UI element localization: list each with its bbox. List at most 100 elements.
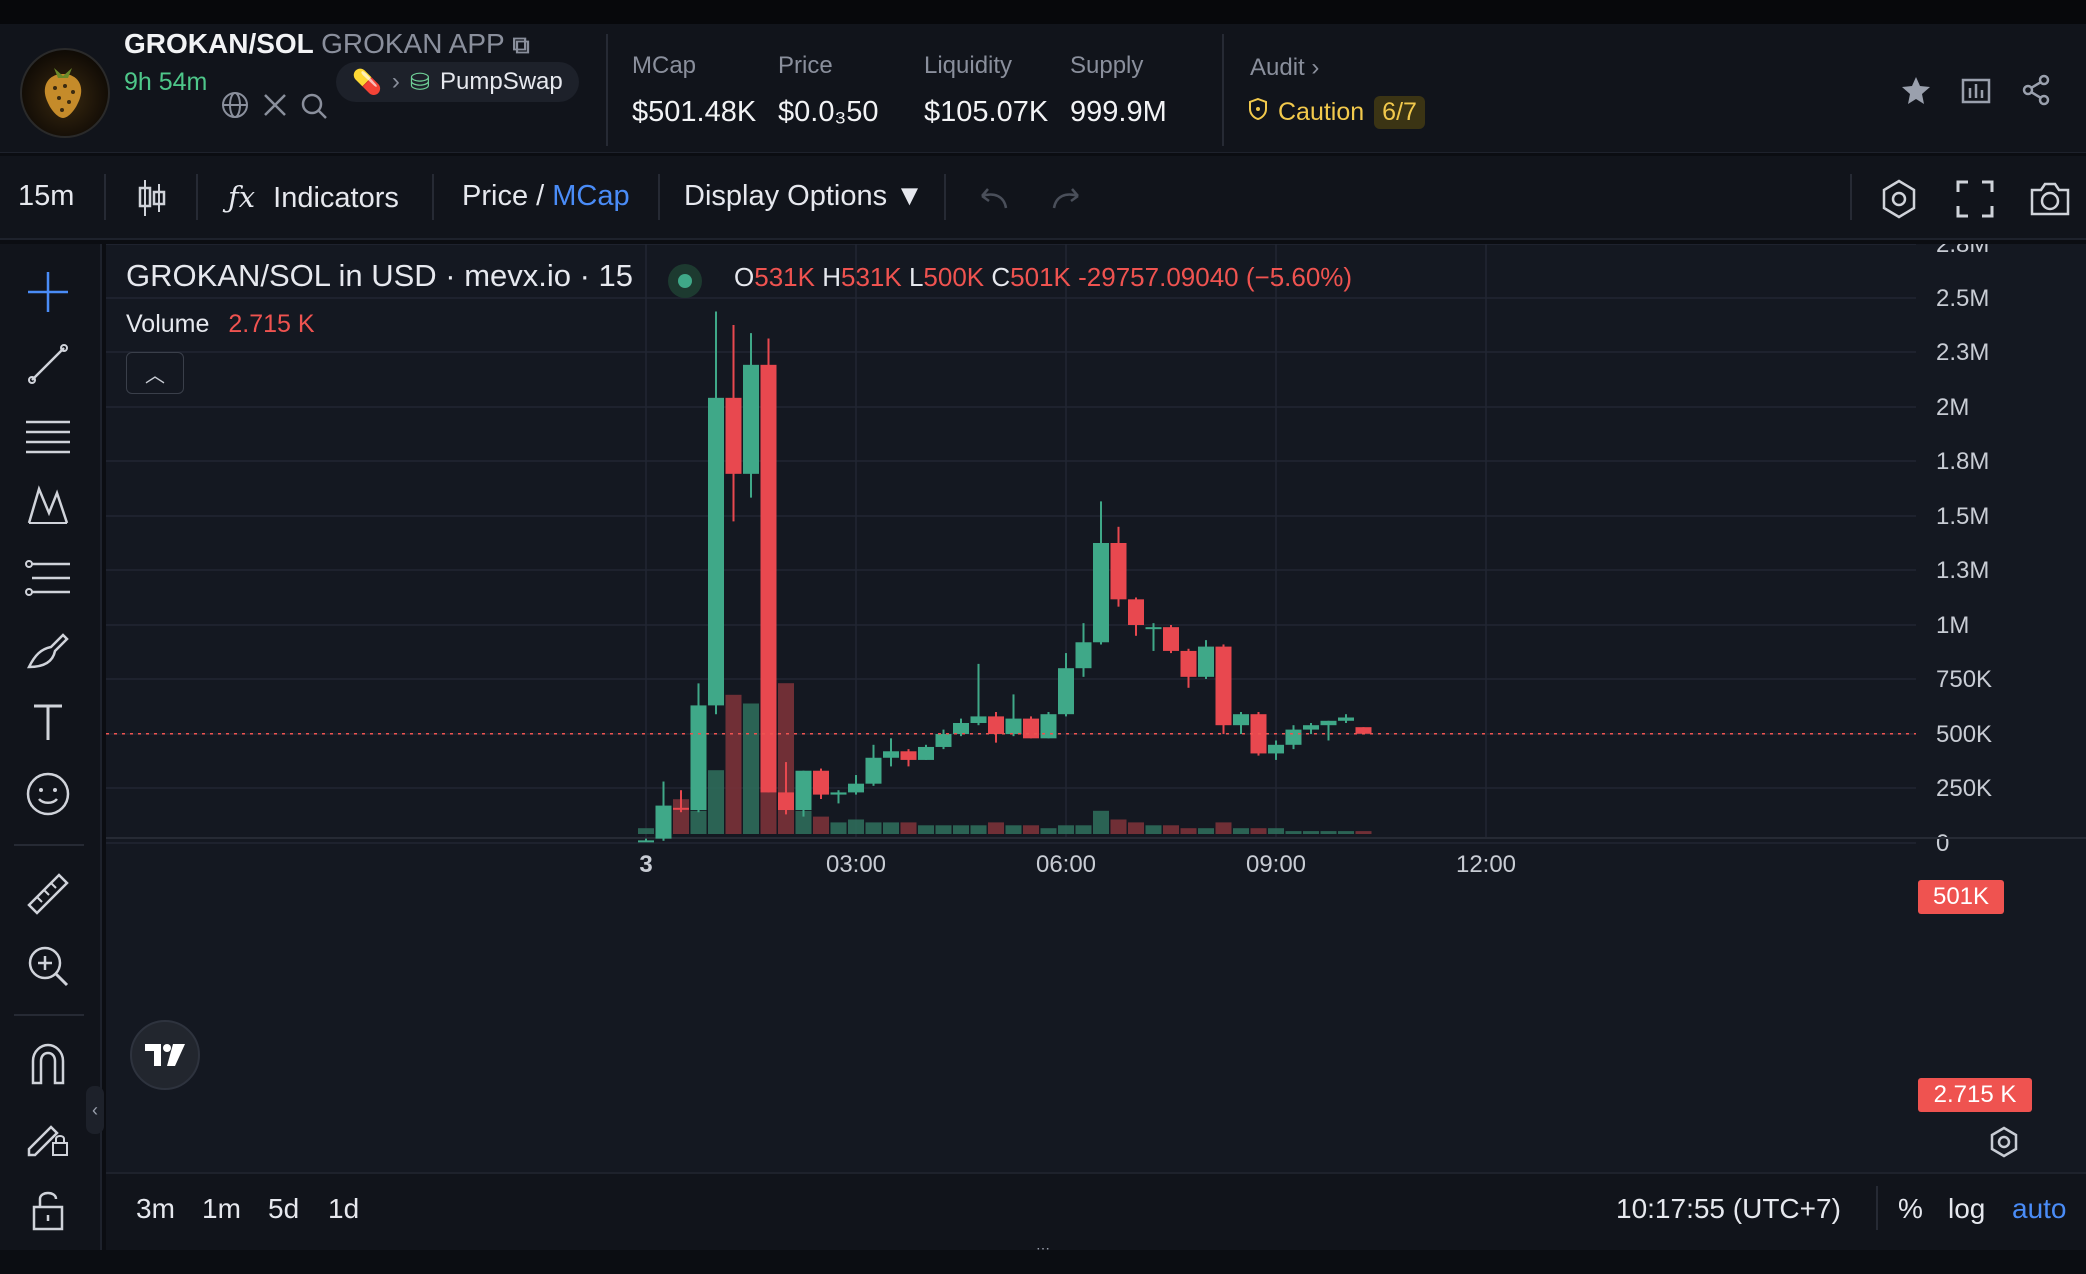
range-1m[interactable]: 1m [202, 1193, 241, 1224]
indicators-label: Indicators [273, 182, 399, 214]
y-tick-label: 2.8M [1936, 244, 1989, 258]
candle-body [708, 397, 724, 706]
candle-body [778, 792, 794, 810]
volume-bar [725, 694, 742, 834]
x-tick-label: 3 [639, 851, 652, 878]
ruler-icon[interactable] [22, 868, 74, 920]
interval-selector[interactable]: 15m [18, 180, 75, 212]
zoom-in-icon[interactable] [22, 940, 74, 992]
toolbar-divider [196, 174, 198, 220]
display-options-button[interactable]: Display Options ▼ [684, 180, 924, 212]
candle-body [1110, 543, 1127, 600]
search-icon[interactable] [300, 92, 328, 125]
mcap-toggle-label: MCap [552, 180, 630, 212]
redo-icon[interactable] [1050, 184, 1084, 219]
volume-bar [1163, 825, 1179, 834]
candle-body [1268, 744, 1284, 754]
candle-body [725, 397, 742, 474]
axis-settings-icon[interactable] [1988, 1126, 2020, 1163]
volume-bar [900, 822, 917, 834]
candle-body [865, 757, 882, 784]
candle-body [1233, 714, 1249, 726]
brush-icon[interactable] [22, 624, 74, 676]
candle-body [900, 751, 917, 760]
tradingview-logo[interactable] [130, 1020, 200, 1090]
pair-title: GROKAN/SOL GROKAN APP ⧉ [124, 28, 530, 60]
pair-symbol: GROKAN/SOL [124, 28, 314, 59]
x-twitter-icon[interactable] [262, 92, 288, 123]
drawing-tools-panel [0, 244, 102, 1252]
volume-bar [1040, 828, 1057, 834]
horizontal-lines-icon[interactable] [22, 410, 74, 462]
chart-bottom-bar [106, 1172, 2086, 1250]
magnet-icon[interactable] [22, 1038, 74, 1090]
candle-body [743, 364, 759, 474]
clock: 10:17:55 (UTC+7) [1616, 1193, 1841, 1224]
drag-handle-icon[interactable]: ⋯ [1036, 1240, 1050, 1256]
range-3m[interactable]: 3m [136, 1193, 175, 1224]
candle-body [883, 751, 899, 758]
volume-bar [1198, 828, 1214, 834]
emoji-icon[interactable] [22, 768, 74, 820]
supply-label: Supply [1070, 52, 1144, 79]
dex-route[interactable]: 💊 › ⛁ PumpSwap [336, 62, 579, 102]
volume-bar [708, 770, 724, 834]
candle-body [1320, 720, 1337, 726]
range-5d[interactable]: 5d [268, 1193, 300, 1224]
pattern-tool-icon[interactable] [22, 480, 74, 532]
camera-icon[interactable] [2028, 180, 2072, 223]
log-toggle[interactable]: log [1948, 1193, 1986, 1224]
candle-body [1215, 646, 1232, 726]
percent-toggle[interactable]: % [1898, 1193, 1923, 1224]
volume-bar [638, 828, 654, 834]
y-tick-label: 250K [1936, 775, 1992, 802]
collapse-legend-button[interactable]: ︿ [126, 352, 184, 394]
volume-bar [1093, 810, 1109, 834]
dex-name: PumpSwap [440, 68, 563, 95]
audit-status[interactable]: Caution 6/7 [1248, 96, 1425, 129]
candle-type-icon[interactable] [136, 178, 168, 223]
candle-body [1075, 642, 1092, 669]
volume-bar [935, 825, 952, 834]
lock-drawing-icon[interactable] [22, 1110, 74, 1162]
candle-body [1005, 718, 1022, 734]
last-price-tag: 501K [1918, 880, 2004, 914]
liquidity-label: Liquidity [924, 52, 1013, 79]
function-icon: ƒx [228, 180, 256, 214]
fib-tool-icon[interactable] [22, 552, 74, 604]
compare-chart-icon[interactable] [1960, 74, 1992, 111]
crosshair-icon[interactable] [22, 266, 74, 318]
volume-bar [883, 822, 899, 834]
indicators-button[interactable]: ƒx Indicators [228, 180, 399, 215]
auto-toggle[interactable]: auto [2012, 1193, 2067, 1224]
share-icon[interactable] [2020, 74, 2052, 111]
settings-icon[interactable] [1878, 178, 1920, 225]
candlestick-chart[interactable]: 2.8M 2.5M 2.3M 2M 1.8M 1.5M 1.3M 1M 750K 500K 250K… [106, 231, 2086, 1174]
close-value: 501K [1010, 262, 1071, 292]
candle-body [1093, 543, 1109, 643]
star-icon[interactable] [1900, 74, 1932, 111]
trend-line-icon[interactable] [22, 338, 74, 390]
x-tick-label: 12:00 [1456, 851, 1516, 878]
volume-bar [848, 819, 864, 834]
unlock-icon[interactable] [22, 1184, 74, 1236]
y-tick-label: 2M [1936, 394, 1969, 421]
toolbar-divider [432, 174, 434, 220]
volume-bar [830, 822, 847, 834]
globe-icon[interactable] [220, 90, 250, 127]
volume-bar [813, 816, 829, 834]
candle-body [1040, 714, 1057, 739]
top-strip [0, 0, 2086, 24]
open-value: 531K [754, 262, 815, 292]
text-tool-icon[interactable] [22, 696, 74, 748]
chart-area[interactable]: 2.8M 2.5M 2.3M 2M 1.8M 1.5M 1.3M 1M 750K 500K 250K… [106, 231, 2086, 1174]
undo-icon[interactable] [976, 184, 1010, 219]
range-1d[interactable]: 1d [328, 1193, 360, 1224]
header-divider [606, 34, 608, 146]
collapse-panel-handle[interactable]: ‹ [86, 1086, 104, 1134]
price-mcap-toggle[interactable]: Price / MCap [462, 180, 630, 213]
y-tick-label: 1.8M [1936, 448, 1989, 475]
copy-icon[interactable]: ⧉ [512, 32, 530, 59]
audit-link[interactable]: Audit › [1250, 54, 1319, 82]
fullscreen-icon[interactable] [1956, 180, 1994, 223]
